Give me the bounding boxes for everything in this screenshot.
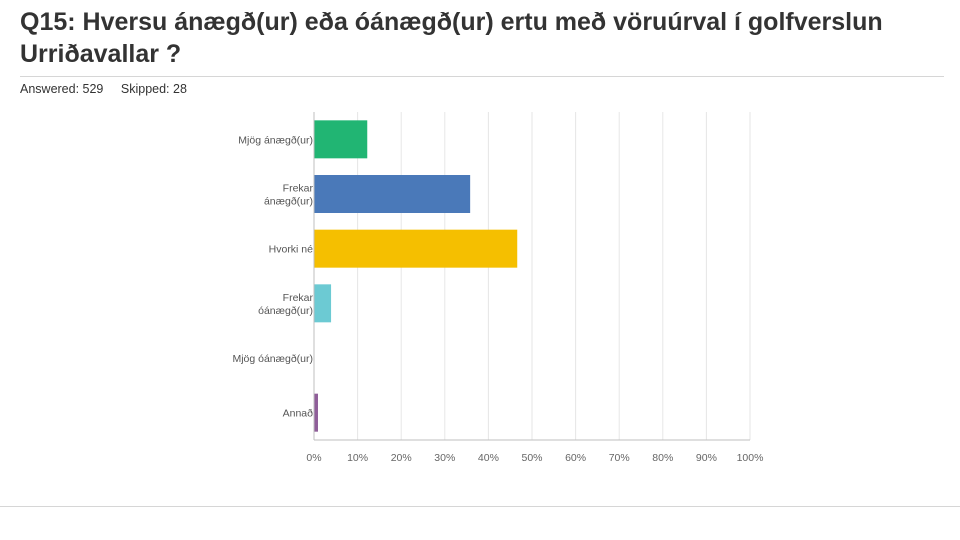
bar-chart: 0% 10% 20% 30% 40% 50% 60% 70% 80% 90% 100% Mjög án… — [232, 112, 764, 464]
x-tick-label: 0% — [306, 452, 321, 464]
x-tick-label: 10% — [347, 452, 368, 464]
x-tick-label: 100% — [737, 452, 764, 464]
page-title: Q15: Hversu ánægð(ur) eða óánægð(ur) ert… — [20, 8, 883, 68]
category-label: Frekar óánægð(ur) — [258, 292, 313, 317]
x-tick-label: 90% — [696, 452, 717, 464]
x-tick-label: 80% — [652, 452, 673, 464]
title-divider — [20, 76, 944, 77]
x-tick-label: 60% — [565, 452, 586, 464]
x-tick-label: 70% — [609, 452, 630, 464]
category-label: Annað — [283, 408, 314, 420]
bottom-divider — [0, 506, 960, 507]
answered-count: Answered: 529 — [20, 82, 104, 96]
category-label: Frekar ánægð(ur) — [264, 183, 314, 208]
bar — [314, 120, 368, 159]
x-tick-label: 30% — [434, 452, 455, 464]
x-tick-label: 20% — [391, 452, 412, 464]
response-stats: Answered: 529 Skipped: 28 — [20, 82, 201, 96]
skipped-count: Skipped: 28 — [120, 82, 187, 96]
bar — [314, 284, 332, 323]
bar — [314, 393, 318, 432]
bar — [314, 175, 471, 213]
x-tick-label: 50% — [521, 452, 542, 464]
bar — [314, 229, 518, 268]
x-tick-label: 40% — [478, 452, 499, 464]
category-label: Hvorki né — [269, 244, 314, 256]
category-label: Mjög ánægð(ur) — [238, 134, 313, 146]
category-label: Mjög óánægð(ur) — [232, 353, 313, 365]
